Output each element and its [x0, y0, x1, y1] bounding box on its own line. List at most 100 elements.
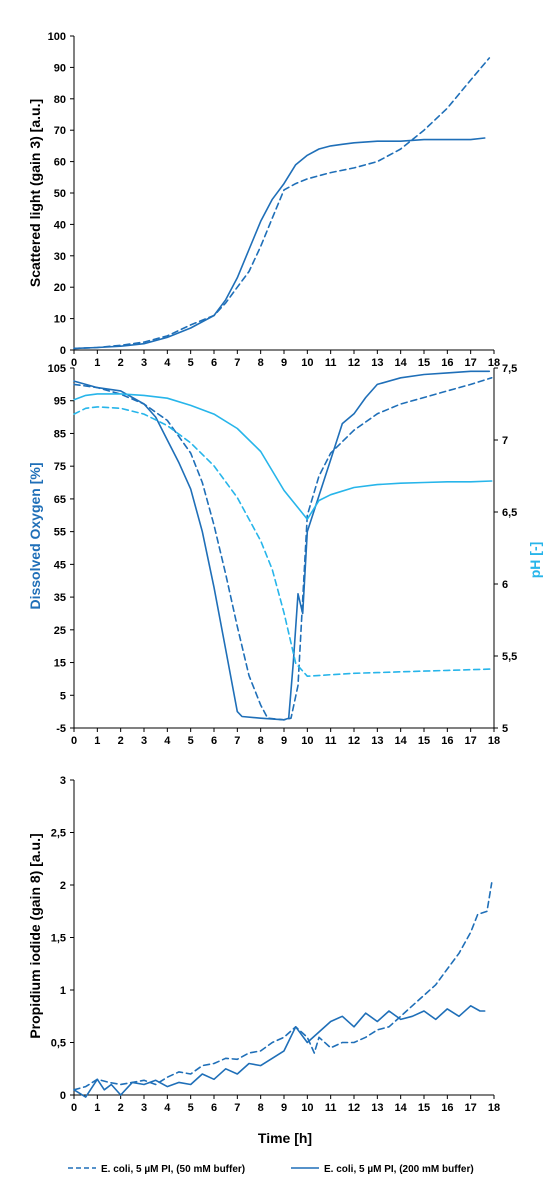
series-line-0-1: [73, 137, 486, 350]
x-tick-label: 5: [188, 1102, 194, 1114]
y-tick-label: 35: [54, 592, 66, 604]
y-axis-label-scattered-light: Scattered light (gain 3) [a.u.]: [27, 99, 43, 287]
series-line-2-0: [73, 882, 493, 1091]
x-tick-label: 1: [94, 1102, 100, 1114]
x-tick-label: 8: [258, 357, 264, 369]
x-tick-label: 16: [441, 1102, 453, 1114]
x-tick-label: 14: [395, 357, 408, 369]
x-tick-label: 3: [141, 735, 147, 747]
x-tick-label: 6: [211, 1102, 217, 1114]
x-tick-label: 17: [465, 1102, 477, 1114]
x-tick-label: 18: [488, 357, 500, 369]
x-tick-label: 0: [71, 735, 77, 747]
y-tick-label: 3: [60, 775, 66, 787]
y-tick-label: 0: [60, 345, 66, 357]
x-tick-label: 15: [418, 735, 430, 747]
x-tick-label: 15: [418, 1102, 430, 1114]
x-tick-label: 7: [234, 735, 240, 747]
y-tick-label: 2: [60, 880, 66, 892]
x-tick-label: 11: [325, 1102, 337, 1114]
x-tick-label: 12: [348, 357, 360, 369]
y2-tick-label: 7: [502, 435, 508, 447]
x-tick-label: 7: [234, 357, 240, 369]
x-tick-label: 4: [164, 1102, 171, 1114]
y-tick-label: 15: [54, 658, 66, 670]
x-tick-label: 2: [118, 357, 124, 369]
series-line-1-1: [73, 370, 491, 721]
y-tick-label: 1,5: [51, 933, 66, 945]
y-tick-label: 0: [60, 1090, 66, 1102]
x-tick-label: 2: [118, 735, 124, 747]
y-tick-label: 80: [54, 94, 66, 106]
y-tick-label: 85: [54, 428, 66, 440]
x-tick-label: 12: [348, 1102, 360, 1114]
y-tick-label: 1: [60, 985, 66, 997]
y-tick-label: 75: [54, 461, 66, 473]
x-tick-label: 17: [465, 357, 477, 369]
x-tick-label: 12: [348, 735, 360, 747]
y-tick-label: 25: [54, 625, 66, 637]
y-tick-label: 105: [48, 363, 66, 375]
x-tick-label: 18: [488, 1102, 500, 1114]
y-axis-label-propidium-iodide: Propidium iodide (gain 8) [a.u.]: [27, 833, 43, 1038]
x-tick-label: 15: [418, 357, 430, 369]
x-tick-label: 7: [234, 1102, 240, 1114]
y-tick-label: 100: [48, 31, 66, 43]
y-tick-label: 0,5: [51, 1038, 66, 1050]
x-tick-label: 8: [258, 735, 264, 747]
x-tick-label: 10: [301, 357, 313, 369]
x-tick-label: 11: [325, 735, 337, 747]
x-tick-label: 5: [188, 735, 194, 747]
y-tick-label: -5: [56, 723, 66, 735]
scattered-light-chart: 0 1 2 3 4 5 6 7 8 9 10 11 12 13 14 15 16 17 18010203040506…: [48, 31, 500, 369]
x-tick-label: 14: [395, 735, 408, 747]
y-tick-label: 2,5: [51, 828, 66, 840]
x-tick-label: 10: [301, 735, 313, 747]
x-tick-label: 2: [118, 1102, 124, 1114]
y-tick-label: 20: [54, 282, 66, 294]
y-tick-label: 70: [54, 125, 66, 137]
x-tick-label: 13: [371, 357, 383, 369]
x-tick-label: 18: [488, 735, 500, 747]
legend: E. coli, 5 µM PI, (50 mM buffer) E. coli…: [68, 1164, 474, 1175]
x-tick-label: 0: [71, 357, 77, 369]
x-tick-label: 6: [211, 735, 217, 747]
x-tick-label: 5: [188, 357, 194, 369]
x-tick-label: 6: [211, 357, 217, 369]
series-line-1-2: [73, 406, 493, 678]
x-tick-label: 4: [164, 357, 171, 369]
x-tick-label: 0: [71, 1102, 77, 1114]
y-tick-label: 65: [54, 494, 66, 506]
y2-tick-label: 5,5: [502, 651, 517, 663]
y-tick-label: 40: [54, 219, 66, 231]
y2-tick-label: 6,5: [502, 507, 517, 519]
x-tick-label: 16: [441, 357, 453, 369]
x-tick-label: 4: [164, 735, 171, 747]
dissolved-oxygen-ph-chart: 0 1 2 3 4 5 6 7 8 9 10 11 12 13 14 15 16 17 18-55152535455…: [48, 363, 518, 747]
y2-tick-label: 7,5: [502, 363, 517, 375]
series-line-1-3: [73, 393, 493, 521]
series-line-2-1: [73, 1004, 486, 1098]
x-tick-label: 1: [94, 357, 100, 369]
y-tick-label: 30: [54, 251, 66, 263]
x-tick-label: 14: [395, 1102, 408, 1114]
y-axis-label-dissolved-oxygen: Dissolved Oxygen [%]: [27, 462, 43, 609]
x-axis-label-time: Time [h]: [258, 1130, 312, 1146]
x-tick-label: 9: [281, 357, 287, 369]
x-tick-label: 8: [258, 1102, 264, 1114]
legend-label-50mm: E. coli, 5 µM PI, (50 mM buffer): [101, 1164, 245, 1175]
y2-tick-label: 5: [502, 723, 508, 735]
y-tick-label: 55: [54, 527, 66, 539]
y-tick-label: 45: [54, 559, 66, 571]
y2-tick-label: 6: [502, 579, 508, 591]
y-tick-label: 95: [54, 396, 66, 408]
x-tick-label: 16: [441, 735, 453, 747]
x-tick-label: 9: [281, 1102, 287, 1114]
y-tick-label: 10: [54, 314, 66, 326]
y-tick-label: 5: [60, 690, 66, 702]
x-tick-label: 1: [94, 735, 100, 747]
x-tick-label: 3: [141, 1102, 147, 1114]
y-tick-label: 60: [54, 157, 66, 169]
x-tick-label: 17: [465, 735, 477, 747]
